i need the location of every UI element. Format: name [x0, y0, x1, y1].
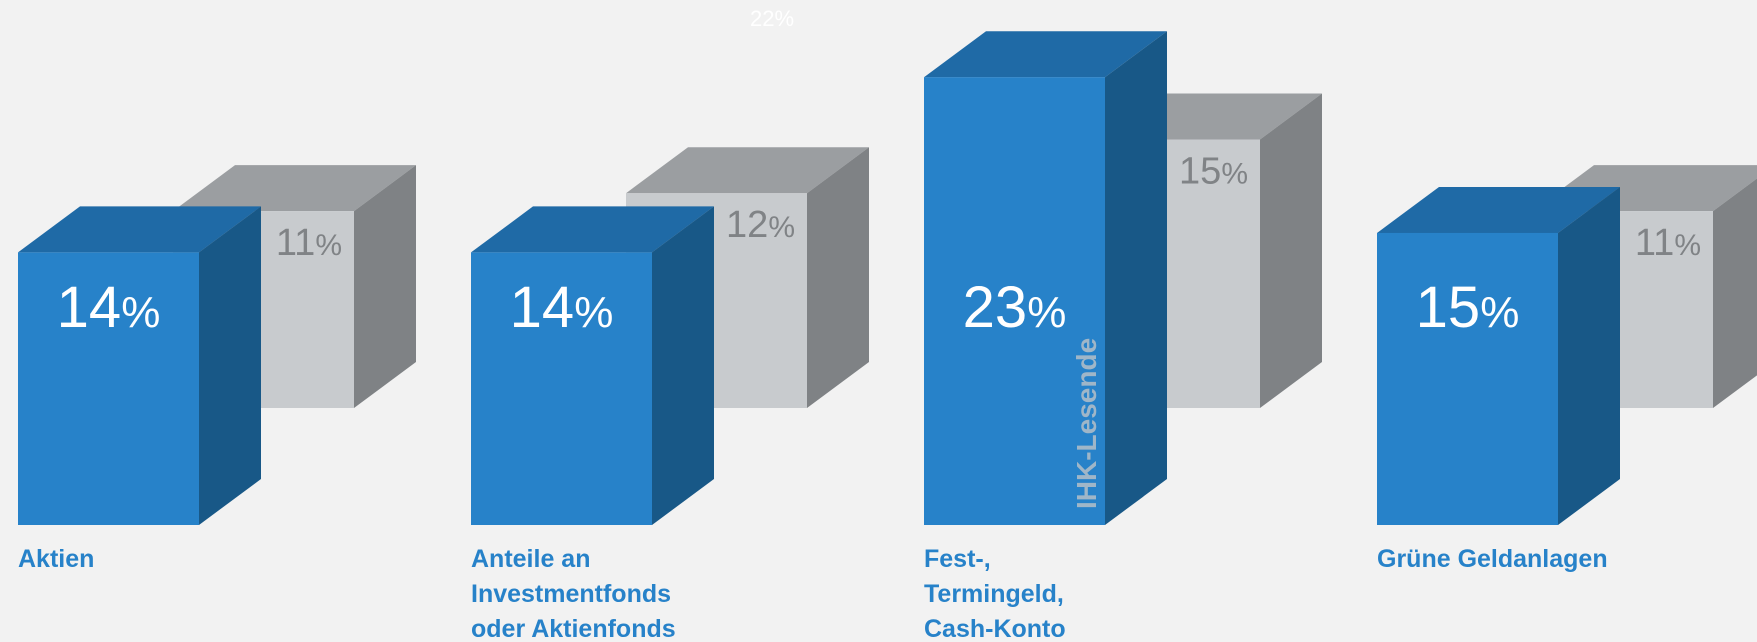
- blue-bar-1-side: [652, 206, 714, 526]
- grey-bar-2-side: [1260, 93, 1322, 408]
- blue-value-label-0: 14%: [57, 275, 161, 340]
- blue-bar-3-side: [1558, 186, 1620, 525]
- blue-bar-2-top: [924, 31, 1167, 78]
- blue-bar-0-side: [199, 206, 261, 526]
- stray-value-label: 22%: [750, 6, 794, 31]
- ihk-lesende-bars: 14% 14% 23%IHK-Lesende 15%: [18, 31, 1620, 526]
- blue-bar-1-front: [471, 252, 652, 526]
- blue-bar-2: 23%IHK-Lesende: [924, 31, 1167, 525]
- grey-bar-0-side: [354, 165, 416, 408]
- grey-value-label-3: 11%: [1635, 222, 1701, 264]
- series-label-ihk-lesende: IHK-Lesende: [1071, 338, 1102, 509]
- blue-bar-1: 14%: [471, 206, 714, 526]
- category-label-1: Anteile an Investmentfonds oder Aktienfond…: [471, 545, 676, 642]
- grey-bar-3-side: [1713, 178, 1757, 408]
- category-label-0: Aktien: [18, 545, 94, 573]
- grey-value-label-2: 15%: [1179, 151, 1248, 193]
- blue-value-label-1: 14%: [510, 275, 614, 340]
- blue-bar-0-front: [18, 252, 199, 526]
- blue-value-label-3: 15%: [1416, 275, 1520, 340]
- grey-bar-1-side: [807, 147, 869, 408]
- category-label-2: Fest-, Termingeld, Cash-Konto: [924, 545, 1066, 642]
- blue-bar-2-front: [924, 77, 1105, 525]
- grey-bar-1-top: [626, 147, 869, 194]
- blue-bar-3-top: [1377, 186, 1620, 233]
- grey-value-label-0: 11%: [276, 222, 342, 264]
- blue-bar-3-front: [1377, 232, 1558, 525]
- blue-bar-0: 14%: [18, 206, 261, 526]
- blue-bar-1-top: [471, 206, 714, 253]
- grey-value-label-1: 12%: [726, 204, 795, 246]
- category-label-3: Grüne Geldanlagen: [1377, 545, 1608, 573]
- blue-bar-2-side: [1105, 31, 1167, 525]
- chart-labels: Aktien Anteile an Investmentfonds oder Akti…: [18, 6, 1608, 642]
- grey-bar-0-top: [173, 165, 416, 212]
- blue-value-label-2: 23%: [963, 275, 1067, 340]
- blue-bar-0-top: [18, 206, 261, 253]
- blue-bar-3: 15%: [1377, 186, 1620, 525]
